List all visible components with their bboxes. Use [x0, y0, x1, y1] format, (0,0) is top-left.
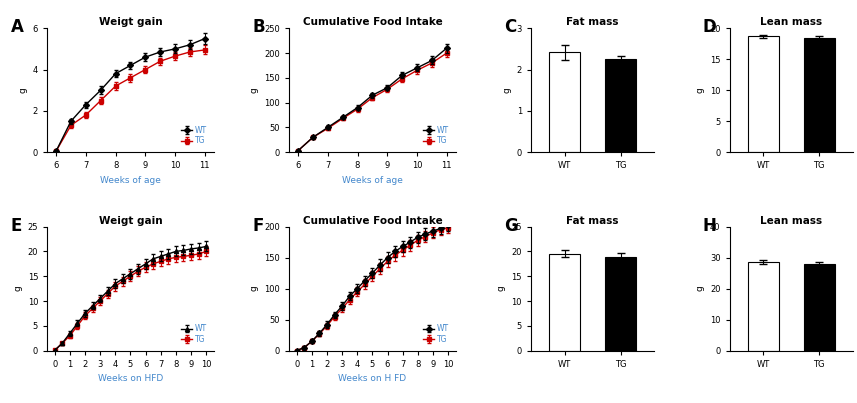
Y-axis label: g: g [249, 87, 259, 93]
Bar [605, 258, 636, 351]
Title: Weigt gain: Weigt gain [99, 216, 162, 226]
Y-axis label: g: g [497, 286, 506, 291]
X-axis label: Weeks on H FD: Weeks on H FD [339, 374, 406, 383]
Bar [748, 262, 778, 351]
Y-axis label: g: g [249, 286, 259, 291]
Bar [804, 264, 835, 351]
Title: Cumulative Food Intake: Cumulative Food Intake [303, 216, 442, 226]
Legend: WT, TG: WT, TG [420, 123, 452, 148]
Text: B: B [253, 18, 265, 36]
X-axis label: Weeks of age: Weeks of age [342, 176, 403, 185]
Title: Weigt gain: Weigt gain [99, 17, 162, 27]
Legend: WT, TG: WT, TG [420, 321, 452, 347]
Text: H: H [703, 217, 716, 235]
Text: C: C [504, 18, 516, 36]
Bar [549, 254, 580, 351]
Bar [748, 36, 778, 152]
Y-axis label: g: g [502, 87, 511, 93]
Text: A: A [10, 18, 23, 36]
Title: Fat mass: Fat mass [566, 216, 619, 226]
Text: E: E [10, 217, 21, 235]
Text: D: D [703, 18, 716, 36]
Y-axis label: g: g [696, 87, 704, 93]
Y-axis label: g: g [13, 286, 22, 291]
Title: Fat mass: Fat mass [566, 17, 619, 27]
Title: Cumulative Food Intake: Cumulative Food Intake [303, 17, 442, 27]
X-axis label: Weeks on HFD: Weeks on HFD [98, 374, 163, 383]
Legend: WT, TG: WT, TG [178, 123, 210, 148]
Y-axis label: g: g [695, 286, 704, 291]
Text: F: F [253, 217, 264, 235]
Bar [549, 52, 580, 152]
Title: Lean mass: Lean mass [760, 216, 822, 226]
Bar [804, 37, 835, 152]
Text: G: G [504, 217, 518, 235]
Y-axis label: g: g [18, 87, 27, 93]
Title: Lean mass: Lean mass [760, 17, 822, 27]
X-axis label: Weeks of age: Weeks of age [100, 176, 161, 185]
Bar [605, 59, 636, 152]
Legend: WT, TG: WT, TG [178, 321, 210, 347]
